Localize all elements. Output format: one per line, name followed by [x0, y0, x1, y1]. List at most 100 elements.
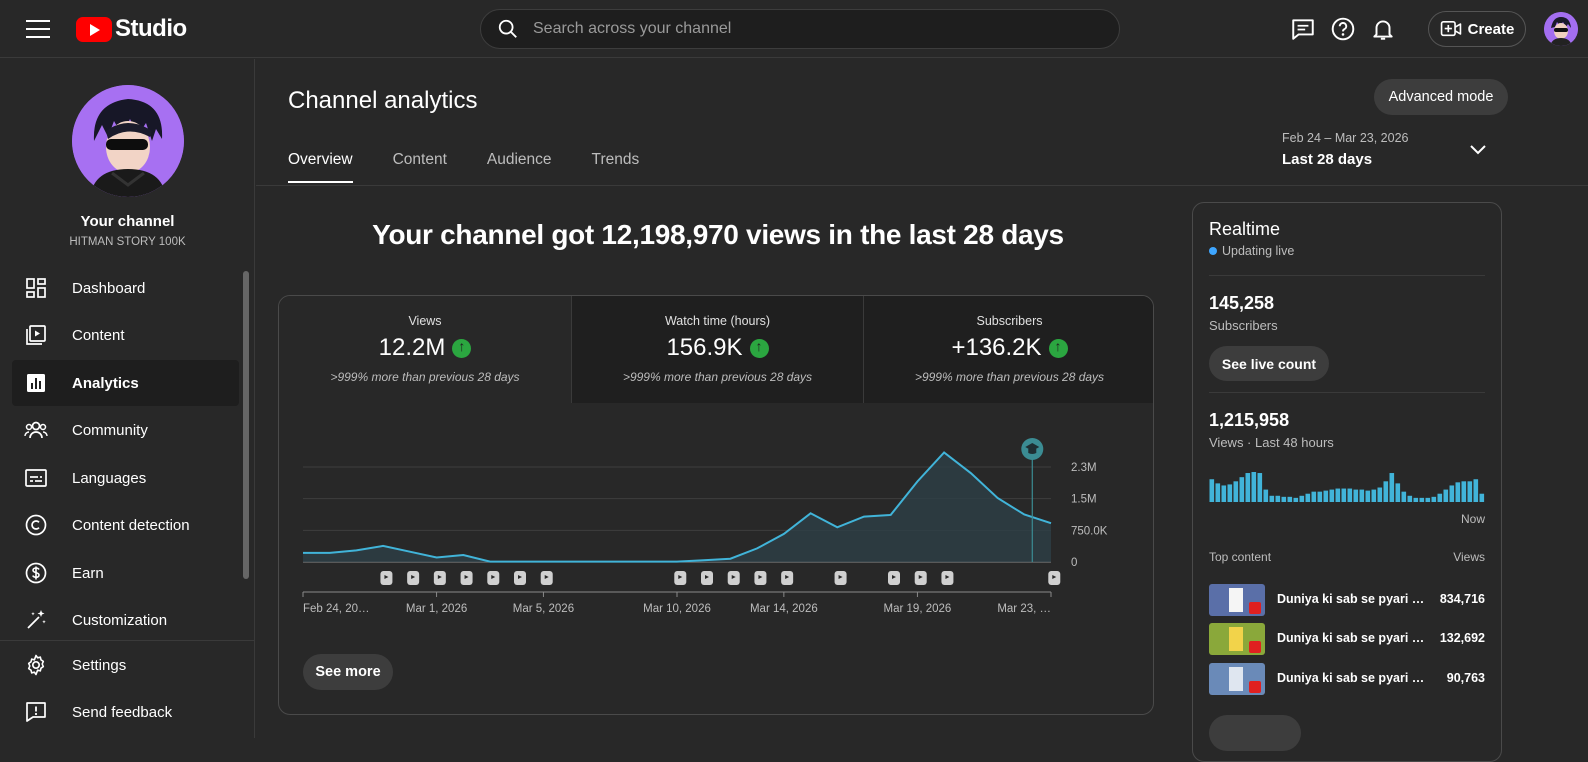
- realtime-bar-chart[interactable]: [1209, 468, 1485, 502]
- messages-icon[interactable]: [1290, 16, 1316, 42]
- menu-icon[interactable]: [26, 20, 50, 38]
- realtime-bar[interactable]: [1395, 483, 1401, 502]
- realtime-bar[interactable]: [1353, 489, 1359, 502]
- top-content-title[interactable]: Duniya ki sab se pyari a...: [1277, 592, 1427, 606]
- realtime-bar[interactable]: [1437, 493, 1443, 502]
- studio-logo[interactable]: Studio: [76, 15, 187, 43]
- realtime-bar[interactable]: [1431, 496, 1437, 502]
- sidebar-item-dashboard[interactable]: Dashboard: [12, 265, 239, 311]
- views-data-point[interactable]: [674, 559, 680, 565]
- views-data-point[interactable]: [701, 557, 707, 563]
- realtime-bar[interactable]: [1269, 495, 1275, 502]
- sidebar-item-send-feedback[interactable]: Send feedback: [12, 689, 239, 735]
- shorts-icon[interactable]: [701, 571, 713, 585]
- help-icon[interactable]: [1330, 16, 1356, 42]
- views-data-point[interactable]: [1048, 520, 1054, 526]
- realtime-bar[interactable]: [1239, 477, 1245, 502]
- search-input[interactable]: [533, 20, 1093, 38]
- realtime-bar[interactable]: [1317, 491, 1323, 502]
- realtime-bar[interactable]: [1383, 481, 1389, 502]
- video-thumbnail[interactable]: [1209, 663, 1265, 695]
- search-bar[interactable]: [480, 9, 1120, 49]
- channel-avatar[interactable]: [72, 85, 184, 197]
- views-data-point[interactable]: [914, 478, 920, 484]
- see-more-button[interactable]: See more: [303, 654, 393, 690]
- realtime-bar[interactable]: [1233, 481, 1239, 502]
- sidebar-item-content-detection[interactable]: Content detection: [12, 502, 239, 548]
- shorts-icon[interactable]: [674, 571, 687, 585]
- realtime-bar[interactable]: [1251, 472, 1257, 502]
- shorts-icon[interactable]: [727, 571, 740, 585]
- top-content-row[interactable]: Duniya ki sab se pyari a... 834,716: [1209, 584, 1485, 616]
- tab-overview[interactable]: Overview: [288, 151, 353, 183]
- views-data-point[interactable]: [1021, 512, 1027, 518]
- video-thumbnail[interactable]: [1209, 584, 1265, 616]
- sidebar-scrollbar[interactable]: [243, 271, 249, 579]
- views-data-point[interactable]: [621, 559, 627, 565]
- tab-trends[interactable]: Trends: [591, 151, 640, 168]
- views-data-point[interactable]: [888, 512, 894, 518]
- milestone-marker-icon[interactable]: [1021, 438, 1044, 460]
- views-data-point[interactable]: [540, 559, 546, 565]
- realtime-bar[interactable]: [1425, 497, 1431, 502]
- realtime-bar[interactable]: [1311, 491, 1317, 502]
- views-data-point[interactable]: [968, 470, 974, 476]
- views-data-point[interactable]: [727, 556, 733, 562]
- views-data-point[interactable]: [594, 559, 600, 565]
- realtime-bar[interactable]: [1263, 489, 1269, 502]
- realtime-bar[interactable]: [1359, 489, 1365, 502]
- realtime-bar[interactable]: [1221, 485, 1227, 502]
- views-data-point[interactable]: [514, 559, 520, 565]
- views-data-point[interactable]: [380, 543, 386, 549]
- realtime-bar[interactable]: [1389, 473, 1395, 502]
- realtime-bar[interactable]: [1413, 497, 1419, 502]
- tab-audience[interactable]: Audience: [486, 151, 552, 168]
- account-avatar[interactable]: [1544, 12, 1578, 46]
- search-icon[interactable]: [497, 18, 519, 40]
- shorts-icon[interactable]: [754, 571, 767, 585]
- views-data-point[interactable]: [407, 549, 413, 555]
- top-content-row[interactable]: Duniya ki sab se pyari a... 132,692: [1209, 623, 1485, 655]
- views-data-point[interactable]: [353, 547, 359, 553]
- realtime-bar[interactable]: [1275, 495, 1281, 502]
- realtime-bar[interactable]: [1347, 488, 1353, 502]
- realtime-bar[interactable]: [1371, 489, 1377, 502]
- realtime-bar[interactable]: [1341, 488, 1347, 502]
- views-data-point[interactable]: [941, 450, 947, 456]
- views-data-point[interactable]: [487, 559, 493, 565]
- top-content-row[interactable]: Duniya ki sab se pyari a... 90,763: [1209, 663, 1485, 695]
- shorts-icon[interactable]: [914, 571, 927, 585]
- realtime-bar[interactable]: [1401, 491, 1407, 502]
- realtime-bar[interactable]: [1377, 487, 1383, 502]
- realtime-bar[interactable]: [1329, 489, 1335, 502]
- tab-content[interactable]: Content: [392, 151, 447, 168]
- realtime-bar[interactable]: [1473, 479, 1479, 502]
- views-line-chart[interactable]: 2.3M 1.5M 750.0K 0 Feb 24, 20… Mar 1, 2026 Mar…: [279, 403, 1154, 715]
- sidebar-item-earn[interactable]: Earn: [12, 550, 239, 596]
- video-thumbnail[interactable]: [1209, 623, 1265, 655]
- shorts-icon[interactable]: [380, 571, 393, 585]
- date-range-picker[interactable]: Feb 24 – Mar 23, 2026 Last 28 days: [1282, 131, 1408, 168]
- realtime-bar[interactable]: [1449, 485, 1455, 502]
- shorts-icon[interactable]: [888, 571, 900, 585]
- realtime-bar[interactable]: [1461, 481, 1467, 502]
- sidebar-item-customization[interactable]: Customization: [12, 597, 239, 643]
- shorts-icon[interactable]: [460, 571, 473, 585]
- views-data-point[interactable]: [781, 531, 787, 537]
- shorts-icon[interactable]: [487, 571, 500, 585]
- realtime-bar[interactable]: [1365, 490, 1371, 502]
- chevron-down-icon[interactable]: [1468, 142, 1488, 158]
- metric-views[interactable]: Views 12.2M >999% more than previous 28 …: [279, 296, 571, 403]
- views-data-point[interactable]: [460, 552, 466, 558]
- see-live-count-button[interactable]: See live count: [1209, 346, 1329, 381]
- realtime-bar[interactable]: [1287, 496, 1293, 502]
- sidebar-item-content[interactable]: Content: [12, 312, 239, 358]
- shorts-icon[interactable]: [941, 571, 954, 585]
- sidebar-item-settings[interactable]: Settings: [12, 642, 239, 688]
- metric-subscribers[interactable]: Subscribers +136.2K >999% more than prev…: [863, 296, 1153, 403]
- shorts-icon[interactable]: [514, 571, 526, 585]
- realtime-bar[interactable]: [1305, 493, 1311, 502]
- views-data-point[interactable]: [434, 554, 440, 560]
- realtime-bar[interactable]: [1479, 493, 1485, 502]
- realtime-bar[interactable]: [1407, 495, 1413, 502]
